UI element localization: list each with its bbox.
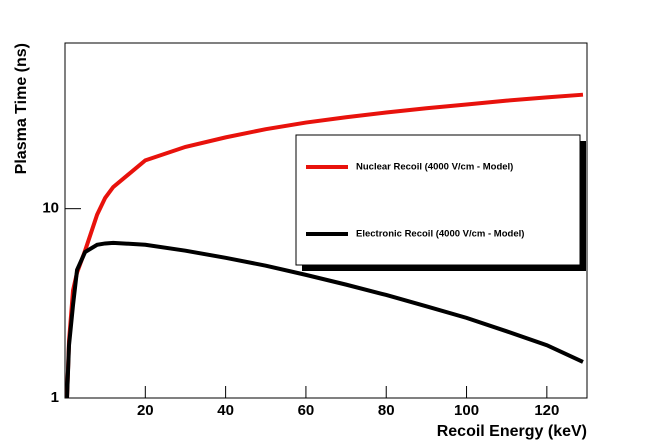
x-tick-label: 80	[378, 402, 395, 419]
x-tick-label: 20	[137, 402, 154, 419]
x-tick-label: 120	[534, 402, 559, 419]
plot-frame	[64, 42, 588, 399]
x-axis-title: Recoil Energy (keV)	[437, 423, 587, 440]
series-line	[65, 240, 584, 399]
y-tick-label: 10	[42, 200, 59, 217]
x-tick-label: 100	[454, 402, 479, 419]
legend-label: Nuclear Recoil (4000 V/cm - Model)	[356, 162, 513, 173]
x-tick-label: 40	[217, 402, 234, 419]
x-tick-label: 60	[298, 402, 315, 419]
y-axis-title: Plasma Time (ns)	[13, 43, 30, 174]
y-tick-label: 1	[51, 389, 59, 406]
legend	[295, 134, 581, 266]
legend-label: Electronic Recoil (4000 V/cm - Model)	[356, 229, 524, 240]
